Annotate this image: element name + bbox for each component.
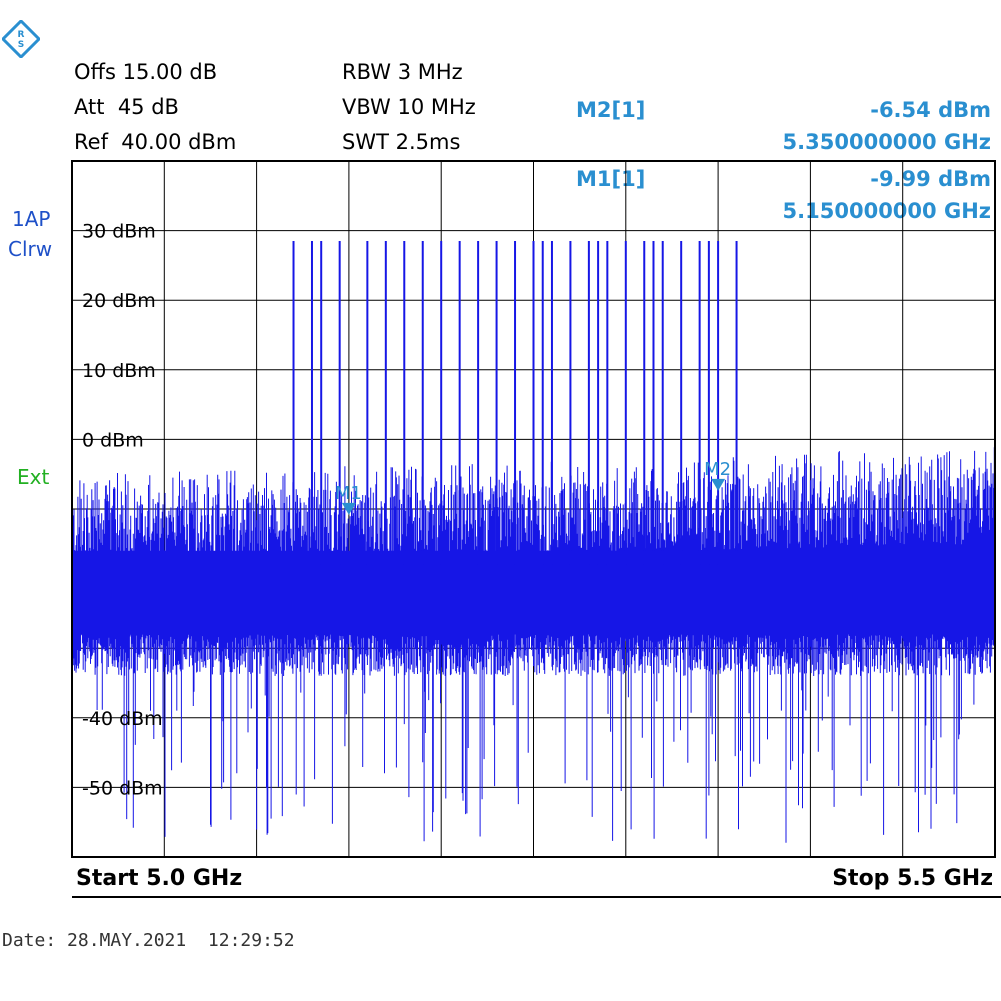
marker-2-level: -6.54 dBm: [870, 98, 991, 122]
y-tick-label: -40 dBm: [82, 708, 163, 730]
y-tick-label: 0 dBm: [82, 429, 144, 451]
offset-setting: Offs 15.00 dB: [74, 60, 218, 84]
vbw-setting: VBW 10 MHz: [342, 95, 476, 119]
trace-mode-label: 1AP: [12, 207, 51, 231]
stop-frequency: Stop 5.5 GHz: [832, 866, 993, 891]
y-tick-label: -50 dBm: [82, 777, 163, 799]
y-tick-label: 10 dBm: [82, 360, 156, 382]
start-frequency: Start 5.0 GHz: [76, 866, 243, 891]
trigger-ext-label: Ext: [17, 465, 50, 489]
marker-label: M2: [704, 459, 731, 480]
rbw-setting: RBW 3 MHz: [342, 60, 463, 84]
marker-2-label: M2[1]: [576, 98, 646, 122]
y-tick-label: 20 dBm: [82, 290, 156, 312]
plot-frame: [71, 160, 996, 858]
trace-detector-label: Clrw: [8, 237, 53, 261]
marker-1-level: -9.99 dBm: [870, 167, 991, 191]
svg-text:R: R: [18, 30, 25, 40]
marker-label: M1: [335, 483, 362, 504]
marker-1-frequency: 5.150000000 GHz: [782, 199, 991, 223]
marker-1-label: M1[1]: [576, 167, 646, 191]
marker-triangle: [711, 478, 726, 491]
marker-2-frequency: 5.350000000 GHz: [782, 130, 991, 154]
rohde-schwarz-logo: R S: [2, 20, 40, 58]
svg-text:S: S: [18, 40, 24, 50]
y-tick-label: 30 dBm: [82, 221, 156, 243]
sweep-time-setting: SWT 2.5ms: [342, 130, 461, 154]
timestamp: Date: 28.MAY.2021 12:29:52: [2, 930, 295, 951]
reference-level-setting: Ref 40.00 dBm: [74, 130, 237, 154]
attenuation-setting: Att 45 dB: [74, 95, 179, 119]
marker-triangle: [341, 502, 356, 515]
